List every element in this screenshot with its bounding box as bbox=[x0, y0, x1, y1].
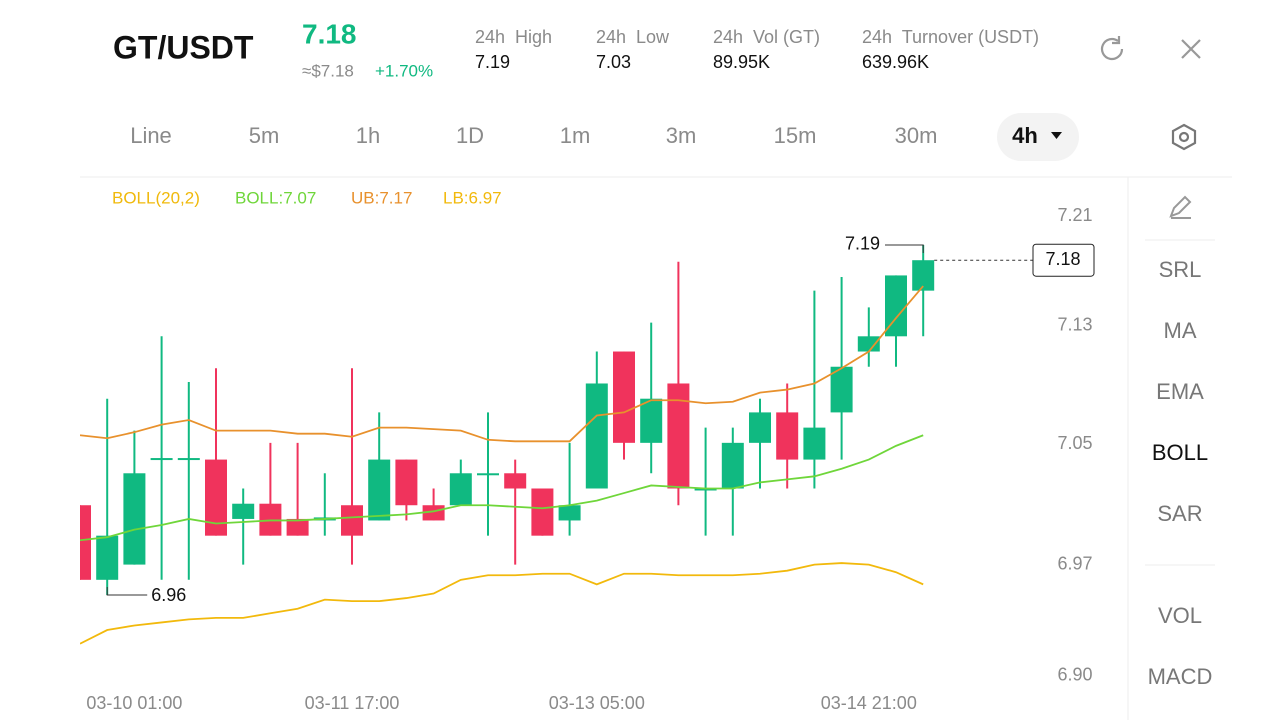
pair: GT/USDT bbox=[113, 29, 254, 65]
y-tick-label: 7.21 bbox=[1057, 205, 1092, 225]
candle-body bbox=[232, 503, 255, 519]
high-pointer bbox=[885, 244, 924, 253]
refresh-icon[interactable] bbox=[1100, 36, 1124, 61]
x-tick-label: 03-10 01:00 bbox=[86, 693, 182, 713]
indicator[interactable]: SAR bbox=[1157, 501, 1202, 526]
candle-body bbox=[721, 442, 744, 489]
indicator[interactable]: BOLL bbox=[1152, 440, 1208, 465]
indicator-title: BOLL(20,2) bbox=[112, 188, 200, 207]
candle-body bbox=[667, 383, 690, 489]
low-label: 6.96 bbox=[151, 585, 186, 605]
candle-body bbox=[585, 383, 608, 489]
candle-body bbox=[123, 473, 146, 565]
candle-body bbox=[504, 473, 527, 489]
candle-body bbox=[885, 275, 907, 337]
dropdown-arrow[interactable] bbox=[1051, 132, 1062, 139]
candle-body bbox=[368, 459, 391, 521]
tab[interactable]: 3m bbox=[666, 123, 697, 148]
indicator[interactable]: MA bbox=[1164, 318, 1197, 343]
tab[interactable]: 4h bbox=[1012, 123, 1038, 148]
y-tick-label: 7.13 bbox=[1057, 314, 1092, 334]
draw-icon[interactable] bbox=[1169, 195, 1192, 219]
indicator[interactable]: VOL bbox=[1158, 603, 1202, 628]
tabs: Line 5m 1h 1D 1m 3m 15m 30m 4h bbox=[130, 123, 1038, 148]
y-tick-label: 7.05 bbox=[1057, 433, 1092, 453]
boll-line bbox=[80, 434, 924, 542]
indicator[interactable]: EMA bbox=[1156, 379, 1204, 404]
candle-body bbox=[286, 518, 309, 536]
stat-value: 639.96K bbox=[862, 52, 929, 72]
tab[interactable]: Line bbox=[130, 123, 172, 148]
last-price: 7.18 bbox=[1045, 249, 1080, 269]
candle-body bbox=[477, 473, 499, 476]
stat-value: 7.03 bbox=[596, 52, 631, 72]
x-tick-label: 03-14 21:00 bbox=[821, 693, 917, 713]
tab[interactable]: 1D bbox=[456, 123, 484, 148]
legend-entry: BOLL:7.07 bbox=[235, 188, 316, 207]
indicators: SRL MA EMA BOLL SAR VOL MACD bbox=[1148, 257, 1213, 689]
candle-body bbox=[177, 458, 200, 461]
boll-line bbox=[80, 562, 924, 645]
stat-value: 7.19 bbox=[475, 52, 510, 72]
candle-body bbox=[558, 505, 581, 521]
legend-entry: LB:6.97 bbox=[443, 188, 502, 207]
tab[interactable]: 15m bbox=[774, 123, 817, 148]
plot-area bbox=[80, 244, 935, 645]
candle-body bbox=[341, 505, 363, 536]
candle-body bbox=[694, 488, 717, 491]
tab[interactable]: 1m bbox=[560, 123, 591, 148]
candle-body bbox=[640, 398, 663, 443]
boll-line bbox=[80, 285, 924, 443]
candle-body bbox=[912, 260, 935, 291]
x-tick-label: 03-13 05:00 bbox=[549, 693, 645, 713]
close-icon[interactable] bbox=[1181, 39, 1201, 59]
candle-body bbox=[857, 336, 880, 352]
stats: 24h High 7.19 24h Low 7.03 24h Vol (GT) 89.95… bbox=[475, 27, 1039, 72]
candle-body bbox=[613, 351, 635, 443]
tab[interactable]: 30m bbox=[895, 123, 938, 148]
stat-label: 24h Vol (GT) bbox=[713, 27, 820, 47]
stat-label: 24h Low bbox=[596, 27, 670, 47]
candle-body bbox=[395, 459, 418, 506]
candle-body bbox=[803, 427, 826, 460]
high-label: 7.19 bbox=[845, 234, 880, 254]
candle-body bbox=[749, 412, 771, 443]
low-pointer bbox=[106, 587, 148, 596]
legend-entry: UB:7.17 bbox=[351, 188, 412, 207]
x-tick-label: 03-11 17:00 bbox=[305, 693, 400, 713]
change: +1.70% bbox=[375, 61, 433, 80]
settings-icon[interactable] bbox=[1171, 123, 1197, 151]
usd-price: ≈$7.18 bbox=[302, 61, 354, 80]
candle-body bbox=[830, 366, 853, 413]
candle-body bbox=[449, 473, 472, 506]
tab[interactable]: 5m bbox=[249, 123, 280, 148]
candle-body bbox=[205, 459, 227, 536]
y-tick-label: 6.97 bbox=[1057, 553, 1092, 573]
candle-body bbox=[80, 505, 91, 580]
active-tab-bg bbox=[997, 113, 1079, 161]
indicator[interactable]: MACD bbox=[1148, 664, 1213, 689]
stat-label: 24h High bbox=[475, 27, 552, 47]
candle-body bbox=[96, 535, 119, 580]
price: 7.18 bbox=[302, 18, 357, 49]
last-price-box bbox=[1032, 243, 1095, 277]
candle-body bbox=[776, 412, 799, 460]
candle-body bbox=[531, 488, 554, 536]
indicator[interactable]: SRL bbox=[1159, 257, 1202, 282]
candle-body bbox=[150, 458, 173, 461]
chart: BOLL(20,2) BOLL:7.07 UB:7.17 LB:6.97 7.21 7.1… bbox=[80, 188, 1095, 713]
stat-value: 89.95K bbox=[713, 52, 770, 72]
tab[interactable]: 1h bbox=[356, 123, 380, 148]
candle-body bbox=[422, 505, 445, 521]
stat-label: 24h Turnover (USDT) bbox=[862, 27, 1039, 47]
y-tick-label: 6.90 bbox=[1057, 664, 1092, 684]
